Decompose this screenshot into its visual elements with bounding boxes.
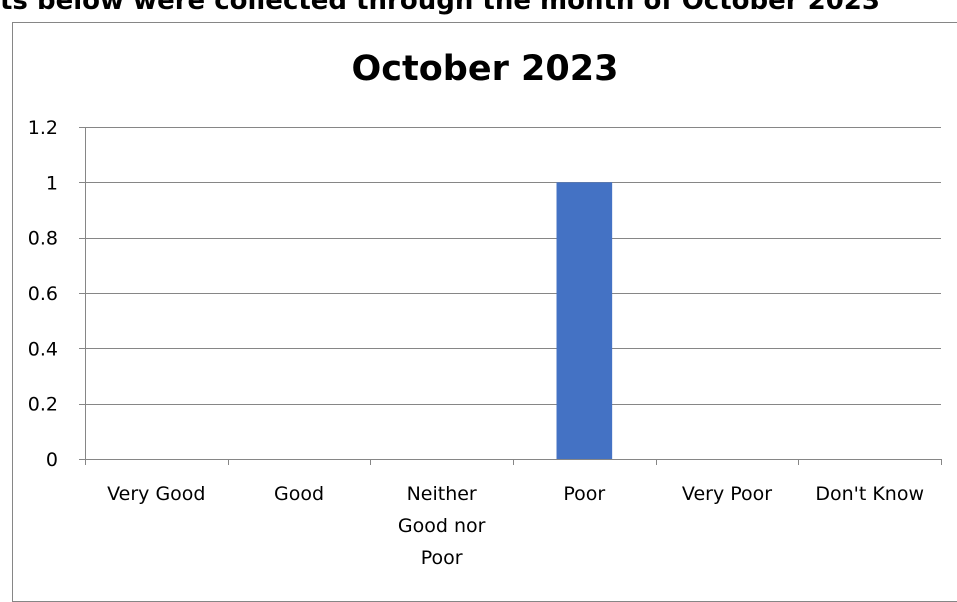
x-axis [79, 127, 942, 465]
gridlines [85, 127, 941, 405]
page-heading: ts below were collected through the mont… [0, 0, 880, 16]
bar [556, 182, 613, 460]
bar-chart: 0 0.2 0.4 0.6 0.8 1 1.2 Very Good Good Neither Go… [28, 49, 942, 569]
bars [556, 182, 613, 460]
x-tick-label: Poor [563, 483, 605, 505]
y-tick-label: 0.4 [28, 338, 58, 360]
y-tick-label: 0.8 [28, 228, 58, 250]
y-axis-tick-labels: 0 0.2 0.4 0.6 0.8 1 1.2 [28, 117, 58, 471]
y-tick-label: 1 [46, 172, 58, 194]
y-tick-label: 0.2 [28, 394, 58, 416]
x-tick-label: Good [274, 483, 324, 505]
chart-title: October 2023 [352, 49, 619, 89]
x-tick-label: Very Good [107, 483, 205, 505]
y-tick-label: 1.2 [28, 117, 58, 139]
x-axis-tick-labels: Very Good Good Neither Good nor Poor Poor Very… [107, 483, 924, 569]
y-tick-label: 0.6 [28, 283, 58, 305]
x-tick-label: Neither Good nor Poor [398, 483, 486, 569]
y-tick-label: 0 [46, 449, 58, 471]
x-tick-label: Don't Know [815, 483, 924, 505]
x-tick-label: Very Poor [682, 483, 772, 505]
